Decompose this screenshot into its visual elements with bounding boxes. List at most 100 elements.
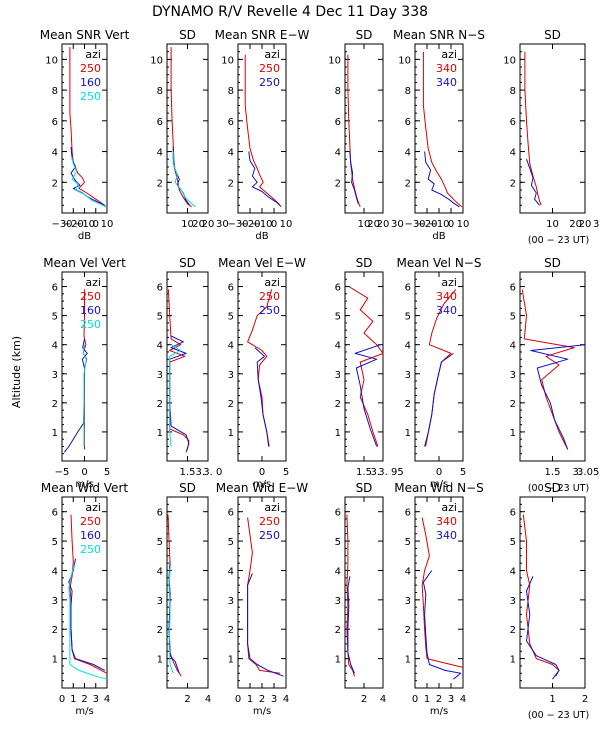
corner-label: 0	[216, 467, 222, 478]
y-tick-label: 4	[157, 341, 163, 352]
y-tick-label: 1	[52, 655, 58, 666]
y-tick-label: 5	[335, 312, 341, 323]
y-tick-label: 2	[157, 178, 163, 189]
x-tick-label: 3	[93, 694, 99, 705]
y-tick-label: 5	[228, 312, 234, 323]
panel-title: SD	[179, 28, 196, 42]
x-tick-label: 1	[70, 694, 76, 705]
x-tick-label: 2	[436, 694, 442, 705]
y-tick-label: 6	[405, 117, 411, 128]
x-tick-label: 0	[235, 694, 241, 705]
y-tick-label: 2	[228, 178, 234, 189]
panel-title: Mean Vel N−S	[397, 256, 482, 270]
legend-entry-blue: 160	[80, 76, 101, 89]
y-tick-label: 4	[510, 148, 516, 159]
panel-title: SD	[179, 481, 196, 495]
y-tick-label: 10	[328, 55, 341, 66]
time-range-note: (00 − 23 UT)	[528, 710, 589, 721]
x-tick-label: 4	[380, 694, 386, 705]
y-tick-label: 6	[510, 283, 516, 294]
x-tick-label: 2	[81, 694, 87, 705]
x-tick-label: 0	[436, 467, 442, 478]
x-tick-label: 2	[361, 694, 367, 705]
legend-title: azi	[264, 48, 280, 61]
time-range-note: (00 − 23 UT)	[528, 235, 589, 246]
panel-title: SD	[544, 481, 561, 495]
panel-title: SD	[179, 256, 196, 270]
panel-frame	[166, 43, 209, 214]
y-tick-label: 6	[157, 508, 163, 519]
panel-frame	[519, 271, 586, 462]
legend-entry-red: 340	[436, 290, 457, 303]
y-tick-label: 1	[335, 428, 341, 439]
x-tick-label: 10	[181, 219, 194, 230]
panel-title: SD	[544, 256, 561, 270]
y-tick-label: 2	[52, 399, 58, 410]
corner-label: 30	[216, 219, 229, 230]
x-tick-label: 3.0	[577, 467, 593, 478]
corner-label: 3.	[195, 467, 205, 478]
corner-label: 20	[569, 219, 582, 230]
corner-label: 20	[367, 219, 380, 230]
panel-frame	[166, 271, 209, 462]
x-tick-label: 0	[412, 694, 418, 705]
y-tick-label: 6	[510, 117, 516, 128]
legend-entry-cyan: 250	[80, 318, 101, 331]
legend-entry-blue: 250	[259, 529, 280, 542]
y-tick-label: 6	[228, 117, 234, 128]
series-line-red	[522, 514, 560, 677]
series-line-red	[421, 517, 464, 668]
y-tick-label: 4	[335, 148, 341, 159]
x-tick-label: 0	[59, 694, 65, 705]
y-tick-label: 3	[510, 370, 516, 381]
legend-title: azi	[85, 276, 101, 289]
y-tick-label: 4	[157, 566, 163, 577]
y-tick-label: 5	[405, 537, 411, 548]
corner-label: 5	[593, 467, 599, 478]
x-tick-label: 4	[460, 694, 466, 705]
series-line-blue	[422, 570, 462, 680]
y-tick-label: 6	[335, 283, 341, 294]
x-tick-label: 3.	[203, 467, 213, 478]
y-tick-label: 2	[405, 178, 411, 189]
y-tick-label: 1	[228, 655, 234, 666]
y-tick-label: 10	[45, 55, 58, 66]
legend-entry-red: 250	[259, 515, 280, 528]
legend-entry-blue: 160	[80, 529, 101, 542]
y-tick-label: 1	[405, 655, 411, 666]
y-tick-label: 2	[228, 399, 234, 410]
panel-vel-5: SD 1 2 3 4 5 6 1.5 3.03. 5 (00 − 23 UT)	[510, 256, 600, 494]
legend-title: azi	[264, 501, 280, 514]
series-line-blue	[248, 151, 281, 206]
series-line-blue	[169, 335, 190, 453]
x-tick-label: 10	[280, 219, 293, 230]
legend-entry-blue: 250	[259, 76, 280, 89]
legend-entry-red: 250	[80, 515, 101, 528]
x-tick-label: 0	[93, 219, 99, 230]
x-tick-label: 1	[424, 694, 430, 705]
x-tick-label: 0	[259, 467, 265, 478]
corner-label: 3.	[572, 467, 582, 478]
x-tick-label: 2	[259, 694, 265, 705]
legend-entry-red: 250	[80, 290, 101, 303]
y-tick-label: 2	[335, 399, 341, 410]
y-axis-label: Altitude (km)	[10, 336, 23, 408]
x-tick-label: 10	[457, 219, 470, 230]
series-line-blue	[424, 151, 460, 208]
panel-frame	[519, 43, 586, 214]
x-tick-label: 1	[549, 694, 555, 705]
series-line-blue	[354, 344, 381, 447]
legend-entry-red: 340	[436, 62, 457, 75]
corner-label: 20	[192, 219, 205, 230]
x-axis-label: m/s	[253, 706, 271, 717]
y-tick-label: 8	[335, 86, 341, 97]
series-line-red	[346, 514, 355, 677]
legend-entry-blue: 340	[436, 76, 457, 89]
